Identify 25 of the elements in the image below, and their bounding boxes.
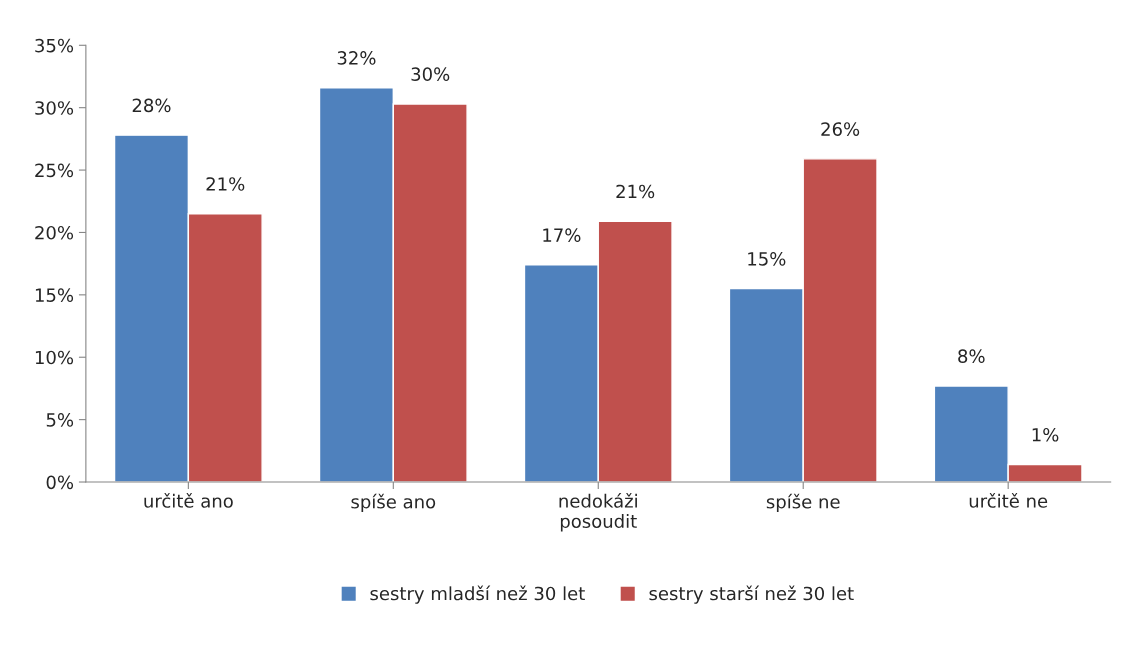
data-label: 15%	[748, 252, 786, 266]
x-tick-label: nedokáži posoudit	[559, 493, 637, 532]
data-label: 17%	[543, 228, 581, 242]
data-label: 21%	[616, 184, 655, 199]
y-tick-label: 0%	[46, 475, 74, 490]
y-tick-label: 35%	[35, 38, 74, 53]
data-label: 32%	[337, 51, 376, 65]
data-label: 1%	[1032, 427, 1059, 442]
y-tick-label: 10%	[35, 350, 74, 365]
data-label: 28%	[132, 98, 171, 113]
x-tick-label: spíše ano	[351, 493, 436, 513]
data-label: 26%	[821, 122, 860, 136]
y-tick-label: 5%	[46, 413, 74, 427]
data-label: 30%	[411, 67, 450, 81]
data-label: 21%	[206, 177, 245, 191]
x-tick-label: určitě ne	[969, 493, 1048, 508]
y-tick-label: 20%	[35, 225, 74, 240]
x-tick-label: určitě ano	[144, 493, 233, 508]
legend-label: sestry starší než 30 let	[649, 585, 854, 604]
x-tick-label: spíše ne	[766, 493, 840, 513]
legend-label: sestry mladší než 30 let	[370, 585, 585, 604]
y-tick-label: 25%	[35, 163, 74, 178]
y-tick-label: 30%	[35, 101, 74, 115]
data-label: 8%	[958, 349, 985, 363]
y-tick-label: 15%	[35, 288, 74, 302]
